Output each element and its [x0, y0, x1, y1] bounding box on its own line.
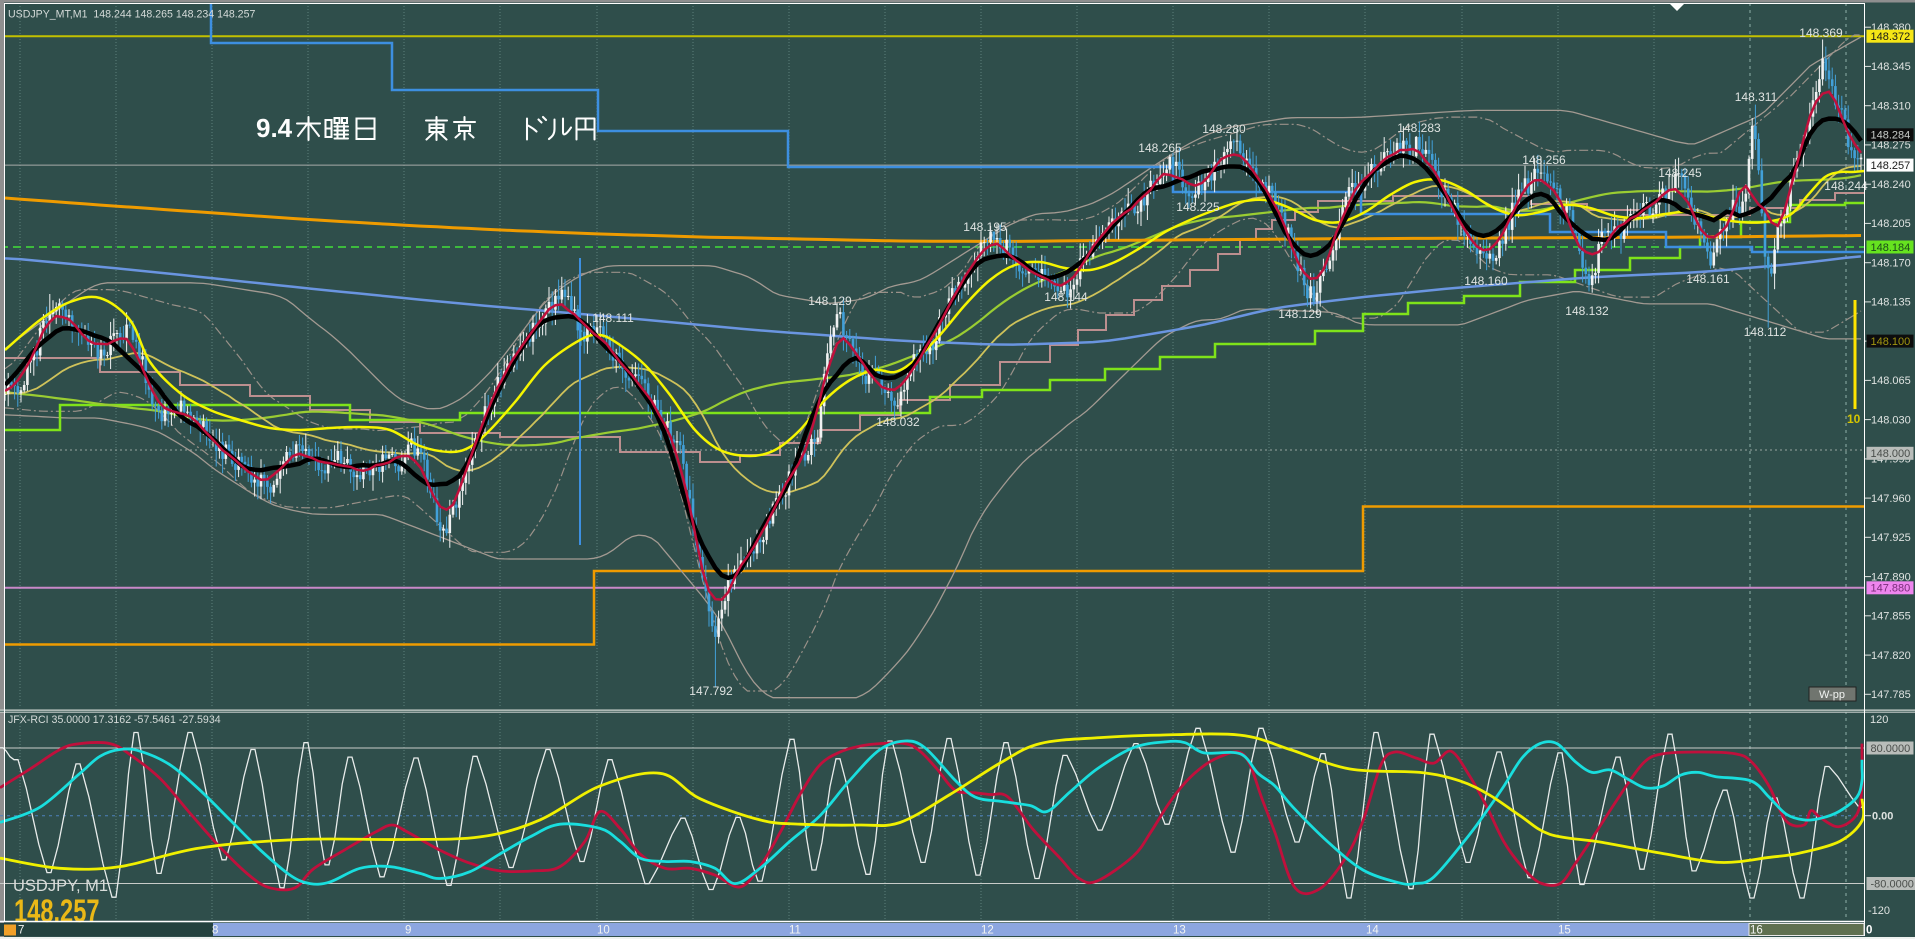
svg-text:148.280: 148.280 [1202, 122, 1246, 136]
svg-text:148.284: 148.284 [1871, 130, 1911, 142]
svg-text:147.925: 147.925 [1871, 532, 1911, 544]
svg-text:148.100: 148.100 [1871, 336, 1911, 348]
svg-text:80.0000: 80.0000 [1871, 743, 1911, 755]
svg-text:148.240: 148.240 [1871, 179, 1911, 191]
svg-text:148.311: 148.311 [1735, 90, 1778, 104]
svg-text:USDJPY, M1: USDJPY, M1 [13, 877, 108, 895]
svg-text:148.065: 148.065 [1871, 375, 1911, 387]
svg-text:10: 10 [597, 925, 610, 937]
svg-text:8: 8 [212, 925, 218, 937]
svg-text:147.820: 147.820 [1871, 650, 1911, 662]
svg-text:148.000: 148.000 [1871, 448, 1911, 460]
svg-text:148.112: 148.112 [1744, 325, 1787, 339]
svg-text:7: 7 [18, 925, 24, 937]
svg-text:147.890: 147.890 [1871, 571, 1911, 583]
svg-text:120: 120 [1870, 714, 1888, 726]
svg-text:148.225: 148.225 [1176, 200, 1220, 214]
svg-text:148.265: 148.265 [1138, 141, 1182, 155]
svg-text:11: 11 [789, 925, 801, 937]
svg-text:W-pp: W-pp [1819, 689, 1845, 701]
svg-text:14: 14 [1366, 925, 1379, 937]
svg-text:148.257: 148.257 [1871, 160, 1911, 172]
svg-text:148.345: 148.345 [1871, 61, 1911, 73]
svg-text:148.135: 148.135 [1871, 297, 1911, 309]
svg-text:147.785: 147.785 [1871, 689, 1911, 701]
svg-text:148.132: 148.132 [1565, 304, 1609, 318]
svg-text:-120: -120 [1868, 905, 1890, 917]
svg-text:148.144: 148.144 [1044, 290, 1088, 304]
svg-text:0.00: 0.00 [1872, 811, 1893, 823]
svg-text:148.369: 148.369 [1799, 26, 1843, 40]
svg-text:148.372: 148.372 [1871, 31, 1911, 43]
svg-text:0: 0 [1866, 925, 1872, 937]
svg-text:16: 16 [1750, 925, 1763, 937]
svg-text:9.4: 9.4 [256, 113, 293, 143]
svg-text:148.161: 148.161 [1686, 272, 1730, 286]
svg-text:148.256: 148.256 [1522, 153, 1566, 167]
svg-text:9: 9 [405, 925, 411, 937]
svg-text:-80.0000: -80.0000 [1871, 878, 1914, 890]
svg-text:148.170: 148.170 [1871, 258, 1911, 270]
svg-text:148.275: 148.275 [1871, 140, 1911, 152]
svg-text:148.032: 148.032 [876, 415, 920, 429]
svg-text:148.195: 148.195 [963, 220, 1007, 234]
svg-text:15: 15 [1558, 925, 1571, 937]
svg-text:148.310: 148.310 [1871, 101, 1911, 113]
svg-text:12: 12 [981, 925, 994, 937]
svg-text:148.111: 148.111 [592, 311, 634, 325]
svg-text:10: 10 [1847, 412, 1861, 426]
svg-text:147.855: 147.855 [1871, 611, 1911, 623]
svg-text:USDJPY_MT,M1 148.244 148.265: USDJPY_MT,M1 148.244 148.265 148.234 148… [8, 9, 255, 21]
svg-text:148.030: 148.030 [1871, 414, 1911, 426]
svg-text:148.283: 148.283 [1397, 121, 1441, 135]
svg-text:JFX-RCI 35.0000 17.3162 -57.54: JFX-RCI 35.0000 17.3162 -57.5461 -27.593… [8, 714, 221, 726]
svg-text:147.960: 147.960 [1871, 493, 1911, 505]
svg-text:148.257: 148.257 [14, 894, 100, 929]
svg-text:147.880: 147.880 [1871, 583, 1911, 595]
svg-text:148.129: 148.129 [1278, 307, 1322, 321]
svg-text:13: 13 [1173, 925, 1186, 937]
svg-text:148.244: 148.244 [1824, 179, 1868, 193]
svg-text:148.184: 148.184 [1871, 242, 1911, 254]
svg-text:148.245: 148.245 [1658, 166, 1702, 180]
svg-text:148.129: 148.129 [808, 294, 852, 308]
svg-text:148.205: 148.205 [1871, 218, 1911, 230]
svg-text:148.160: 148.160 [1464, 274, 1508, 288]
svg-text:147.792: 147.792 [689, 684, 733, 698]
